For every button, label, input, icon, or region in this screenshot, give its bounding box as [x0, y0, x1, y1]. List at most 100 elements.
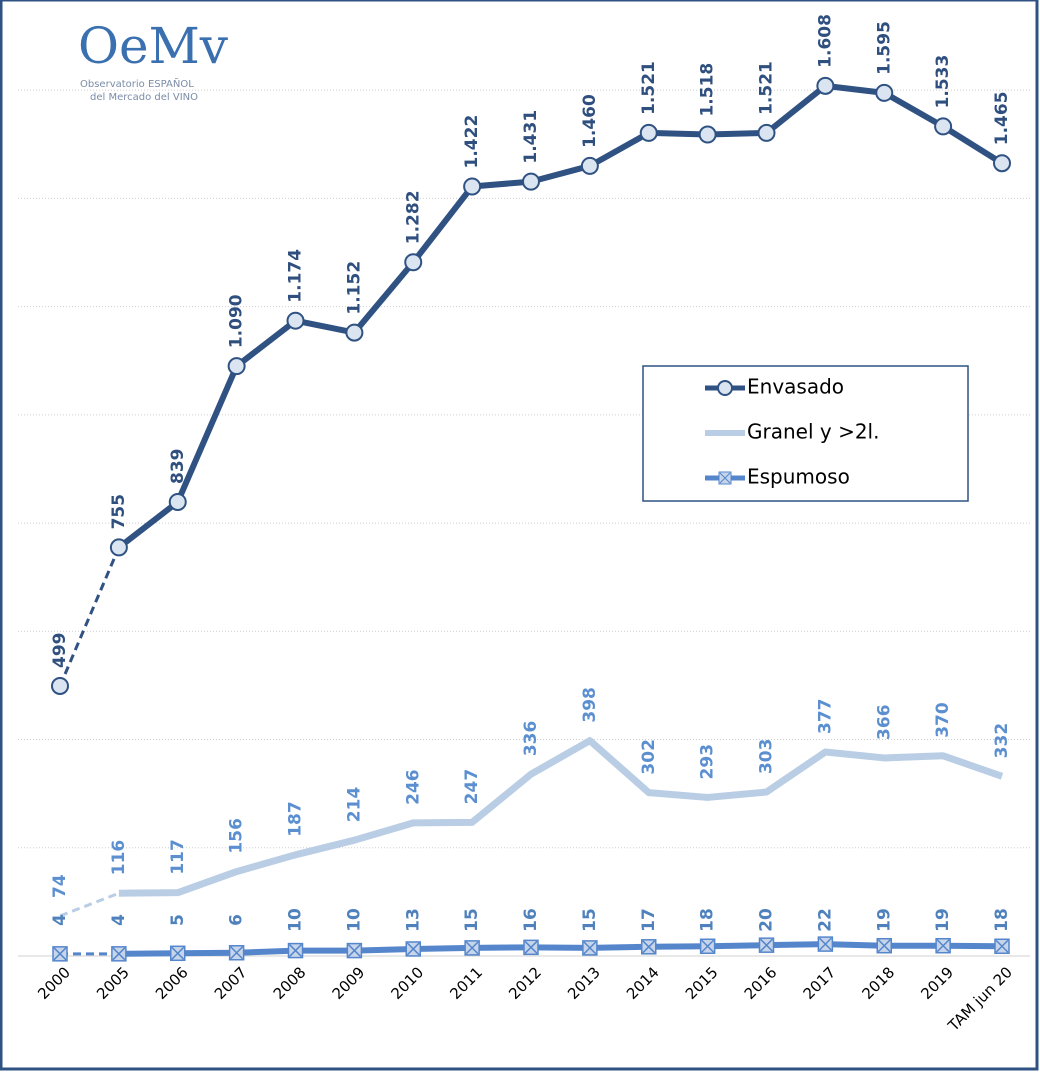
point — [699, 938, 716, 955]
point-cross — [230, 946, 244, 960]
point — [286, 311, 305, 330]
series-line — [59, 891, 120, 918]
data-label: 18 — [992, 908, 1012, 932]
data-label: 18 — [698, 908, 718, 932]
data-label: 4 — [50, 914, 70, 926]
data-label: 214 — [344, 787, 364, 823]
data-label: 117 — [168, 839, 188, 875]
point — [993, 154, 1011, 173]
data-label: 1.608 — [815, 14, 835, 68]
point — [816, 76, 835, 95]
series-line — [117, 82, 1004, 550]
data-label: 1.533 — [933, 55, 953, 109]
point — [345, 323, 364, 342]
point-cross — [642, 940, 656, 954]
data-label: 1.282 — [403, 190, 423, 244]
point — [817, 936, 834, 952]
data-label: 1.521 — [639, 61, 659, 115]
data-label: 1.174 — [286, 249, 306, 303]
point — [51, 676, 69, 695]
data-label: 5 — [168, 914, 188, 926]
logo: OeMv Observatorio ESPAÑOL del Mercado de… — [78, 17, 229, 103]
point — [994, 938, 1010, 955]
data-label: 19 — [933, 908, 953, 932]
legend-label: Espumoso — [747, 465, 850, 489]
data-label: 1.595 — [874, 21, 894, 75]
data-label: 22 — [815, 908, 835, 932]
logo-mark: OeMv — [78, 17, 229, 75]
data-label: 499 — [50, 632, 70, 668]
point — [463, 177, 482, 196]
data-label: 332 — [992, 723, 1012, 759]
data-label: 302 — [639, 739, 659, 775]
point — [346, 942, 363, 959]
point — [757, 123, 776, 142]
point — [758, 937, 775, 953]
point-cross — [53, 947, 67, 961]
data-label: 13 — [403, 908, 423, 932]
point-cross — [818, 937, 832, 951]
data-label: 16 — [521, 908, 541, 932]
data-label: 116 — [109, 840, 129, 876]
point-cross — [759, 938, 774, 952]
series-line — [118, 941, 1003, 957]
point — [464, 940, 480, 956]
point-cross — [877, 939, 891, 953]
point-cross — [406, 942, 420, 956]
data-label: 1.518 — [698, 63, 718, 117]
point — [935, 937, 951, 954]
data-label: 377 — [815, 698, 835, 734]
data-label: 15 — [580, 908, 600, 932]
data-label: 246 — [403, 769, 423, 805]
legend-box — [642, 365, 969, 502]
data-label: 1.152 — [344, 261, 364, 315]
legend-cross — [719, 472, 731, 484]
data-label: 1.431 — [521, 110, 541, 164]
data-label: 336 — [521, 721, 541, 757]
point-cross — [936, 939, 950, 953]
data-label: 4 — [109, 914, 129, 926]
point — [698, 125, 717, 144]
logo-line1: Observatorio ESPAÑOL — [80, 77, 194, 90]
data-label: 1.090 — [227, 294, 247, 348]
point-cross — [995, 939, 1009, 953]
data-label: 1.465 — [992, 91, 1012, 145]
point — [168, 492, 187, 511]
point-cross — [171, 946, 185, 960]
data-label: 15 — [462, 908, 482, 932]
point — [404, 253, 423, 272]
data-label: 1.460 — [580, 94, 600, 148]
data-label: 187 — [286, 801, 306, 837]
point — [522, 172, 540, 191]
point — [228, 945, 245, 961]
point — [580, 156, 599, 175]
series-line — [118, 737, 1004, 897]
point-cross — [288, 944, 303, 958]
data-label: 19 — [874, 908, 894, 932]
legend-marker — [717, 380, 733, 396]
data-label: 303 — [757, 739, 777, 775]
point — [111, 946, 127, 962]
point — [287, 942, 304, 959]
data-label: 755 — [109, 494, 129, 530]
data-label: 1.422 — [462, 115, 482, 169]
point — [523, 939, 539, 956]
point-cross — [112, 947, 126, 961]
data-label: 247 — [462, 769, 482, 805]
data-label: 366 — [874, 704, 894, 740]
data-label: 6 — [227, 914, 247, 926]
logo-line2: del Mercado del VINO — [90, 92, 198, 103]
data-label: 10 — [286, 908, 306, 932]
point — [934, 117, 953, 136]
legend: Envasado Granel y >2l. Espumoso — [642, 365, 969, 502]
point — [876, 937, 892, 954]
point — [582, 940, 598, 956]
legend-label: Envasado — [747, 375, 844, 399]
data-label: 156 — [227, 818, 247, 854]
data-label: 398 — [580, 687, 600, 723]
data-label: 370 — [933, 702, 953, 738]
data-label: 10 — [344, 908, 364, 932]
point-cross — [524, 940, 538, 954]
point — [227, 357, 246, 376]
